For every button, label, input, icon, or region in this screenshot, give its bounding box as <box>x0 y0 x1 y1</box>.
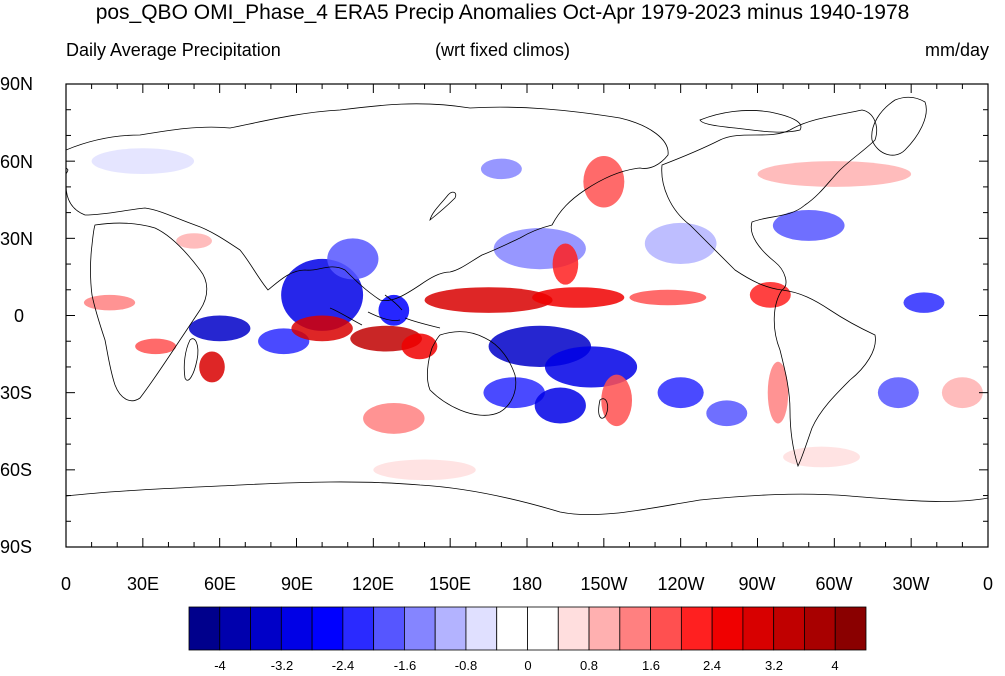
anomaly-blob <box>877 377 919 409</box>
anomaly-blob <box>176 233 212 249</box>
colorbar-swatch <box>773 606 805 651</box>
anomaly-blob <box>629 289 707 306</box>
colorbar-swatch <box>527 606 559 651</box>
lat-label-90s: 90S <box>0 537 33 557</box>
anomaly-blob <box>401 333 438 360</box>
lat-label-60n: 60N <box>0 152 34 172</box>
colorbar-swatch <box>311 606 344 651</box>
lon-label: 30E <box>126 574 160 594</box>
colorbar-label: 0.8 <box>579 658 599 673</box>
colorbar-label: 0 <box>524 658 532 673</box>
map-frame <box>65 83 989 548</box>
colorbar-swatch <box>557 606 590 651</box>
colorbar-label: -2.4 <box>331 658 355 673</box>
anomaly-blob <box>83 294 136 311</box>
anomaly-blob <box>135 338 177 355</box>
units-label: mm/day <box>924 40 989 60</box>
colorbar-label: -4 <box>214 658 226 673</box>
colorbar-swatch <box>588 606 621 651</box>
lon-label: 0 <box>982 574 994 594</box>
colorbar-swatch <box>496 606 528 651</box>
colorbar-swatch <box>219 606 251 651</box>
lat-label-eq: 0 <box>14 306 25 326</box>
colorbar-label: 2.4 <box>702 658 722 673</box>
anomaly-blob <box>188 315 251 342</box>
anomaly-field <box>83 148 983 481</box>
colorbar-swatch <box>650 606 682 651</box>
anomaly-blob <box>644 222 717 265</box>
anomaly-blob <box>583 156 625 208</box>
coastlines <box>66 96 988 516</box>
anomaly-blob <box>532 287 625 308</box>
colorbar-swatch <box>373 606 405 651</box>
anomaly-blob <box>552 243 579 285</box>
colorbar-label: 1.6 <box>641 658 661 673</box>
lon-label: 0 <box>60 574 72 594</box>
anomaly-blob <box>783 446 860 468</box>
colorbar-label: 4 <box>831 658 839 673</box>
colorbar-swatch <box>680 606 713 651</box>
anomaly-blob <box>772 210 845 241</box>
anomaly-blob <box>199 351 225 383</box>
lon-label: 60E <box>203 574 237 594</box>
colorbar-swatch <box>619 606 651 651</box>
anomaly-blob <box>601 374 633 427</box>
anomaly-blob <box>91 148 195 175</box>
anomaly-blob <box>327 238 379 280</box>
lon-label: 90E <box>280 574 314 594</box>
anomaly-blob <box>749 282 791 308</box>
colorbar-label: 3.2 <box>764 658 784 673</box>
colorbar-swatch <box>404 606 436 651</box>
colorbar-swatch <box>465 606 498 651</box>
axis-ticks <box>65 83 989 548</box>
colorbar-swatch <box>188 606 221 651</box>
anomaly-blob <box>480 158 522 180</box>
anomaly-blob <box>657 377 704 409</box>
anomaly-blob <box>767 361 789 424</box>
colorbar-swatch <box>434 606 467 651</box>
lat-label-30s: 30S <box>0 383 33 403</box>
anomaly-blob <box>424 287 553 313</box>
anomaly-blob <box>378 294 410 326</box>
colorbar <box>188 606 867 651</box>
anomaly-blob <box>903 292 945 313</box>
lon-label: 90W <box>738 574 776 594</box>
colorbar-label: -3.2 <box>270 658 294 673</box>
anomaly-blob <box>534 387 586 424</box>
lon-label: 120E <box>351 574 395 594</box>
colorbar-swatch <box>742 606 775 651</box>
anomaly-blob <box>757 161 912 187</box>
lat-label-90n: 90N <box>0 74 34 94</box>
lon-label: 30W <box>892 574 930 594</box>
lon-label: 150E <box>428 574 472 594</box>
lon-label: 60W <box>815 574 853 594</box>
anomaly-blob <box>706 400 748 427</box>
lon-label: 120W <box>657 574 705 594</box>
anomaly-blob <box>941 377 983 409</box>
colorbar-label: -0.8 <box>454 658 478 673</box>
anomaly-blob <box>291 315 353 342</box>
colorbar-swatch <box>804 606 836 651</box>
map-title: pos_QBO OMI_Phase_4 ERA5 Precip Anomalie… <box>95 1 910 24</box>
subtitle-center: (wrt fixed climos) <box>434 40 570 60</box>
colorbar-swatch <box>250 606 282 651</box>
anomaly-blob <box>373 459 476 481</box>
colorbar-swatch <box>711 606 744 651</box>
lon-label: 150W <box>580 574 628 594</box>
colorbar-swatch <box>280 606 313 651</box>
colorbar-swatch <box>342 606 375 651</box>
anomaly-blob <box>363 402 425 434</box>
lat-label-30n: 30N <box>0 229 34 249</box>
subtitle-left: Daily Average Precipitation <box>66 40 281 60</box>
lon-label: 180 <box>511 574 543 594</box>
colorbar-swatch <box>834 606 867 651</box>
lat-label-60s: 60S <box>0 460 33 480</box>
colorbar-label: -1.6 <box>393 658 417 673</box>
